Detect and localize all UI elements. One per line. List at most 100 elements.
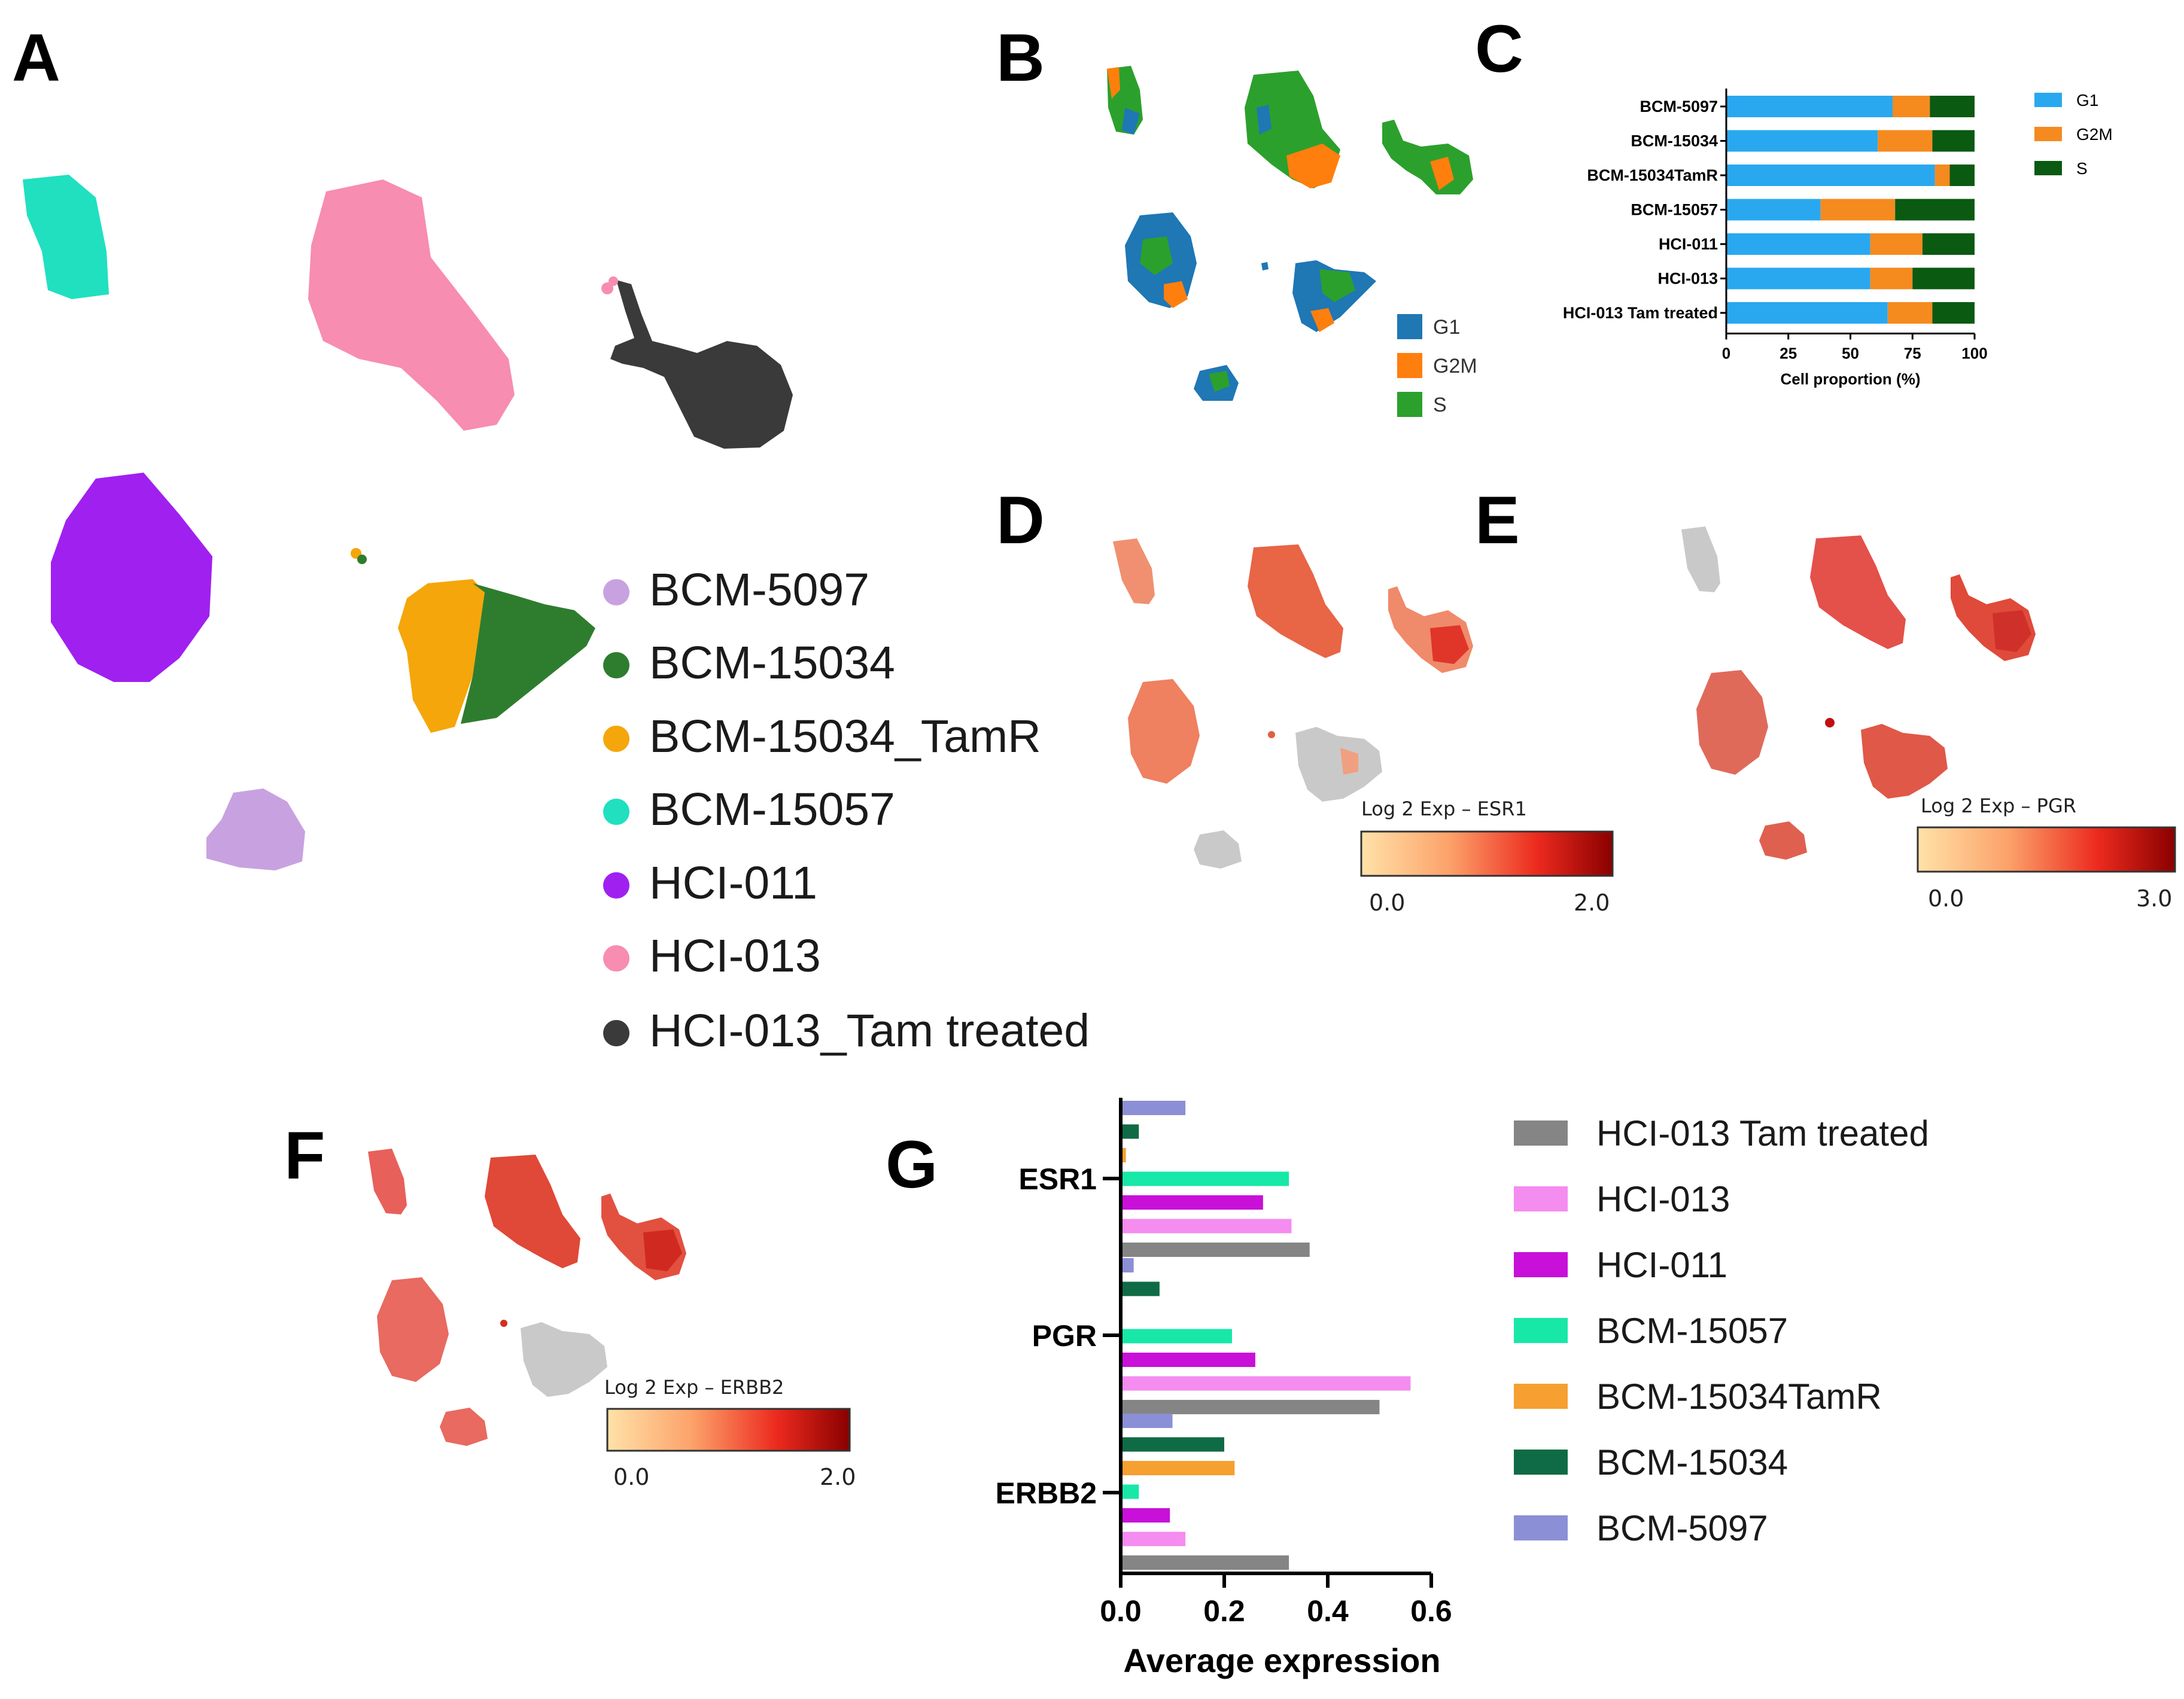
average-expression-bar-chart: ESR1 PGR ERBB2 0.0 0.2 0.4 0.6 Average expressi… <box>996 1098 1929 1679</box>
x-tick-label: 0.2 <box>1203 1594 1245 1628</box>
x-axis-label: Average expression <box>1123 1642 1440 1679</box>
bar-segment-g1 <box>1726 130 1878 152</box>
bar-segment-s <box>1932 302 1975 324</box>
bar-segment-g2m <box>1870 233 1923 255</box>
bar-segment-g2m <box>1934 165 1950 186</box>
category-label: HCI-013 <box>1657 270 1718 288</box>
umap-pgr <box>1681 526 2036 860</box>
x-tick-label: 25 <box>1780 345 1797 363</box>
legend-swatch <box>1514 1515 1568 1540</box>
legend-swatch <box>1514 1121 1568 1146</box>
legend-swatch <box>1514 1450 1568 1475</box>
legend-swatch <box>1514 1318 1568 1343</box>
x-tick-label: 0.0 <box>1100 1594 1142 1628</box>
colorbar-gradient <box>1360 830 1614 877</box>
legend-label: BCM-15034TamR <box>1596 1377 1882 1417</box>
legend-swatch <box>1397 353 1422 378</box>
panel-label-g: G <box>886 1127 938 1202</box>
legend-dot <box>603 1020 629 1046</box>
bar-segment-g1 <box>1726 165 1935 186</box>
colorbar-label: Log 2 Exp – ESR1 <box>1361 797 1527 820</box>
panel-label-a: A <box>12 20 60 95</box>
bar-esr1-bcm-15057 <box>1121 1171 1289 1186</box>
bar-erbb2-bcm-15034tamr <box>1121 1461 1235 1475</box>
category-label: BCM-15034 <box>1631 132 1718 150</box>
legend-label: BCM-15034 <box>649 637 895 689</box>
bar-segment-g2m <box>1878 130 1933 152</box>
legend-dot <box>603 579 629 605</box>
legend-swatch-g1 <box>2034 93 2062 107</box>
bar-esr1-bcm-5097 <box>1121 1101 1186 1115</box>
colorbar-pgr: Log 2 Exp – PGR 0.0 3.0 <box>1917 794 2176 912</box>
legend-item-bcm-15034-tamr: BCM-15034_TamR <box>603 711 1041 762</box>
bar-segment-s <box>1895 199 1975 221</box>
legend-swatch-s <box>2034 161 2062 175</box>
panel-label-e: E <box>1475 483 1520 558</box>
bar-pgr-bcm-5097 <box>1121 1258 1134 1272</box>
legend-label: BCM-15034_TamR <box>649 711 1041 762</box>
colorbar-max: 3.0 <box>2136 885 2172 912</box>
bar-esr1-hci-013 <box>1121 1219 1292 1234</box>
legend-b: G1 G2M S <box>1397 314 1477 417</box>
legend-item-s: S <box>1397 392 1447 417</box>
cell-cycle-stacked-bar-chart: BCM-5097 BCM-15034 BCM-15034TamR BCM-15057 H… <box>1563 89 2113 388</box>
category-label: ESR1 <box>1018 1162 1097 1196</box>
x-tick-label: 75 <box>1904 345 1921 363</box>
legend-item-g2m: G2M <box>1397 353 1477 378</box>
umap-esr1 <box>1113 538 1473 869</box>
legend-dot <box>603 872 629 899</box>
legend-dot <box>603 652 629 678</box>
bar-erbb2-bcm-15034 <box>1121 1437 1224 1452</box>
bar-erbb2-hci-013-tam-treated <box>1121 1555 1289 1570</box>
colorbar-esr1: Log 2 Exp – ESR1 0.0 2.0 <box>1360 797 1614 916</box>
legend-swatch <box>1514 1384 1568 1409</box>
legend-label: G1 <box>1433 316 1460 339</box>
legend-item-hci-013-tam: HCI-013_Tam treated <box>603 1005 1090 1056</box>
bar-segment-g2m <box>1870 267 1913 290</box>
colorbar-min: 0.0 <box>1928 885 1964 912</box>
legend-item-hci-013: HCI-013 <box>603 930 821 982</box>
bar-segment-g1 <box>1726 302 1888 324</box>
umap-erbb2 <box>368 1149 686 1446</box>
bar-esr1-bcm-15034 <box>1121 1124 1139 1139</box>
category-label: BCM-15057 <box>1631 201 1718 219</box>
legend-dot <box>603 945 629 972</box>
bar-esr1-hci-011 <box>1121 1195 1263 1210</box>
legend-label: HCI-011 <box>1596 1245 1727 1285</box>
legend-label: BCM-5097 <box>649 564 869 616</box>
bar-segment-g1 <box>1726 199 1821 221</box>
legend-label: HCI-013 Tam treated <box>1596 1113 1929 1153</box>
legend-swatch <box>1514 1252 1568 1277</box>
colorbar-min: 0.0 <box>1369 890 1405 916</box>
legend-swatch <box>1397 392 1422 417</box>
legend-label: G1 <box>2076 91 2098 109</box>
bar-pgr-hci-011 <box>1121 1353 1255 1367</box>
colorbar-label: Log 2 Exp – PGR <box>1921 794 2076 817</box>
x-tick-label: 0 <box>1722 345 1730 363</box>
panel-label-d: D <box>996 483 1045 558</box>
legend-swatch <box>1514 1186 1568 1211</box>
colorbar-max: 2.0 <box>820 1464 856 1490</box>
legend-label: HCI-011 <box>649 857 817 909</box>
legend-item-hci-011: HCI-011 <box>603 857 817 909</box>
colorbar-erbb2: Log 2 Exp – ERBB2 0.0 2.0 <box>604 1376 856 1490</box>
panel-label-f: F <box>284 1118 325 1193</box>
bar-segment-s <box>1922 233 1975 255</box>
bar-segment-g2m <box>1887 302 1933 324</box>
legend-label: BCM-5097 <box>1596 1508 1768 1548</box>
cluster-bcm-15057 <box>23 175 109 299</box>
legend-a: BCM-5097 BCM-15034 BCM-15034_TamR BCM-15… <box>603 564 1090 1056</box>
legend-label: G2M <box>2076 125 2113 144</box>
bar-segment-g2m <box>1820 199 1896 221</box>
category-label: ERBB2 <box>996 1476 1097 1510</box>
umap-clusters-b <box>1107 66 1473 401</box>
bar-segment-g1 <box>1726 233 1870 255</box>
legend-item-bcm-5097: BCM-5097 <box>603 564 869 616</box>
legend-swatch-g2m <box>2034 127 2062 141</box>
bar-segment-s <box>1930 96 1975 117</box>
legend-dot <box>603 726 629 752</box>
legend-label: HCI-013 <box>1596 1179 1730 1219</box>
legend-label: BCM-15057 <box>1596 1311 1788 1351</box>
legend-item-bcm-15034: BCM-15034 <box>603 637 895 689</box>
legend-label: S <box>2076 159 2088 178</box>
